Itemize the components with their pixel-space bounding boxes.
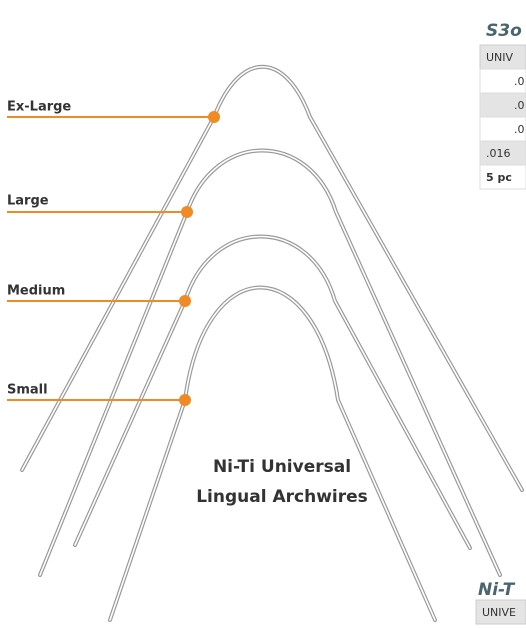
caption: Lingual Archwires <box>196 487 368 507</box>
table-cell: 5 pc <box>486 171 512 184</box>
table-top: S3o UNIV .0 .0 .0 .016 5 pc <box>480 21 526 189</box>
table-header: UNIV <box>486 51 514 64</box>
table-cell: .0 <box>514 75 525 88</box>
table-title: S3o <box>486 21 522 41</box>
caption: Ni-Ti Universal <box>213 457 351 477</box>
archwires <box>22 67 522 620</box>
size-label: Ex-Large <box>7 100 71 115</box>
table-cell: .016 <box>486 147 511 160</box>
size-label: Large <box>7 194 49 209</box>
table-bottom: Ni-T UNIVE <box>476 580 526 624</box>
table-title: Ni-T <box>478 580 516 600</box>
table-cell: .0 <box>514 123 525 136</box>
table-cell: .0 <box>514 99 525 112</box>
size-label: Small <box>7 383 48 398</box>
size-label: Medium <box>7 284 65 299</box>
size-markers <box>7 111 220 406</box>
page: Ex-Large Large Medium Small Ni-Ti Univer… <box>0 0 526 628</box>
table-header: UNIVE <box>482 606 516 619</box>
